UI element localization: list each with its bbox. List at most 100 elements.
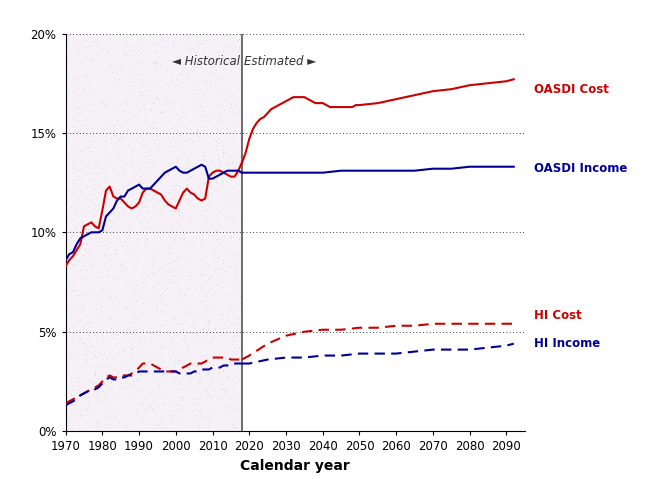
Point [113,367,123,375]
Point [166,418,176,425]
Point [140,218,151,226]
Point [134,335,144,342]
Point [177,296,188,303]
Point [141,163,152,171]
Point [93,160,104,168]
Point [236,343,246,351]
Point [93,417,104,425]
Point [157,171,167,178]
Point [213,140,224,148]
Point [190,128,201,136]
Point [201,370,212,378]
Point [81,248,92,256]
Point [68,164,78,172]
Point [94,362,104,370]
Point [136,48,147,56]
Point [108,243,119,251]
Point [108,331,119,338]
Point [159,202,169,210]
Point [92,202,103,209]
Point [231,332,241,340]
Point [151,302,161,310]
Point [100,100,110,108]
Point [192,126,203,134]
Point [219,48,230,56]
Point [64,187,74,195]
Point [233,306,243,314]
Point [183,144,194,152]
Point [121,69,131,77]
Point [165,285,175,292]
Point [232,189,242,196]
Point [186,359,196,366]
Point [142,165,153,173]
Point [150,190,161,197]
Point [119,238,130,245]
Point [161,363,171,371]
Point [138,162,148,170]
Point [95,102,106,109]
Point [82,184,92,192]
Point [214,368,224,376]
Point [116,130,127,138]
Point [66,362,77,369]
Point [146,329,157,336]
Point [199,279,209,286]
Point [150,239,161,246]
Point [189,360,199,367]
Point [171,74,181,82]
Point [222,277,233,285]
Point [103,349,113,357]
Point [144,190,154,197]
Point [81,170,92,177]
Point [140,361,150,369]
Point [119,422,129,430]
Point [91,347,102,355]
Point [211,86,221,93]
Point [119,301,130,308]
Point [104,73,114,81]
Point [96,189,106,196]
Point [190,362,201,370]
Point [98,104,109,112]
Point [98,97,108,105]
Point [218,79,229,87]
Point [204,42,215,50]
Point [116,381,127,388]
Point [228,257,239,264]
Point [146,39,157,47]
Point [192,59,202,67]
Point [131,352,141,360]
Point [111,414,121,422]
Point [91,274,102,282]
Point [205,273,216,280]
Point [182,160,193,167]
Point [158,70,169,78]
Point [152,420,162,428]
Point [61,303,72,310]
Point [223,393,234,400]
Point [64,377,75,385]
Point [176,112,186,120]
Point [73,251,83,259]
Point [160,342,171,350]
Point [163,259,173,266]
Point [104,196,114,204]
Point [178,405,188,412]
Point [102,329,113,336]
Point [224,359,235,366]
Point [127,315,138,322]
Point [94,181,105,188]
Point [209,311,219,319]
Point [134,337,145,344]
Point [154,418,165,425]
Point [183,345,194,353]
Point [230,92,241,100]
Point [220,360,230,368]
Point [207,394,217,402]
Point [150,146,161,154]
Point [194,40,204,47]
Point [152,132,162,139]
Point [168,315,178,323]
Point [64,332,74,340]
